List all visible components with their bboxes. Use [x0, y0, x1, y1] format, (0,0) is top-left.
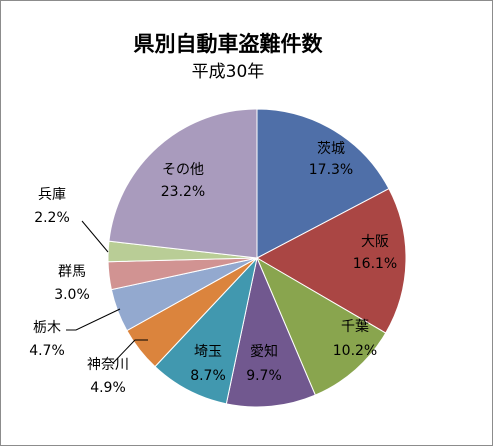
- slice-name-label: 茨城: [317, 141, 345, 157]
- slice-name-label: 大阪: [361, 234, 389, 250]
- leader-line: [112, 339, 148, 364]
- leader-lines: [66, 220, 148, 364]
- slice-name-label: 愛知: [250, 343, 278, 360]
- pie-slice-5: [154, 256, 258, 405]
- slice-value-label: 2.2%: [34, 210, 70, 226]
- pie-slice-3: [255, 256, 387, 396]
- slice-name-label: 栃木: [33, 320, 61, 336]
- leader-line: [81, 220, 109, 253]
- chart-title: 県別自動車盗難件数: [134, 32, 324, 56]
- slice-name-label: その他: [162, 162, 204, 178]
- slice-name-label: 埼玉: [194, 344, 222, 360]
- slice-labels: 茨城 17.3% 大阪 16.1% 千葉 10.2% 愛知 9.7% 埼玉 8.7% 神奈川 4.9%…: [29, 141, 397, 396]
- pie-slice-1: [256, 108, 390, 259]
- slice-value-label: 10.2%: [333, 343, 377, 359]
- chart-subtitle: 平成30年: [192, 62, 265, 82]
- slice-value-label: 23.2%: [161, 184, 205, 200]
- slice-value-label: 16.1%: [353, 256, 397, 272]
- slice-value-label: 17.3%: [309, 162, 353, 178]
- slice-value-label: 4.7%: [29, 343, 65, 359]
- pie-slice-10: [108, 108, 258, 259]
- leader-line: [66, 308, 121, 331]
- slice-value-label: 3.0%: [54, 287, 90, 303]
- slice-name-label: 千葉: [341, 319, 369, 335]
- slice-value-label: 9.7%: [246, 368, 282, 384]
- pie-slice-4: [225, 256, 316, 408]
- slice-name-label: 神奈川: [87, 357, 129, 373]
- slice-value-label: 8.7%: [190, 368, 226, 384]
- slice-name-label: 兵庫: [38, 186, 66, 203]
- pie-slice-2: [255, 188, 407, 334]
- slice-name-label: 群馬: [58, 264, 86, 280]
- slice-value-label: 4.9%: [90, 380, 126, 396]
